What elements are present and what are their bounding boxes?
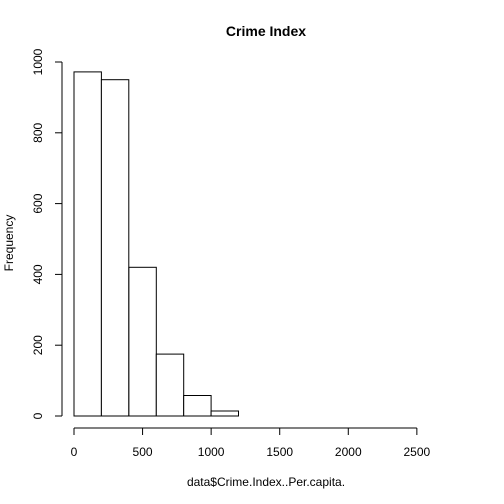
chart-title: Crime Index: [226, 23, 306, 39]
x-tick-label-0: 0: [71, 445, 78, 459]
histogram-bar-4: [183, 395, 212, 417]
x-tick-label-1: 500: [133, 445, 153, 459]
y-axis: 0 200 400 600 800 1000: [31, 48, 63, 419]
x-tick-label-5: 2500: [404, 445, 431, 459]
y-tick-label-1: 200: [31, 335, 45, 355]
y-tick-label-2: 400: [31, 264, 45, 284]
y-tick-label-3: 600: [31, 193, 45, 213]
x-axis: 0 500 1000 1500 2000 2500: [71, 427, 431, 459]
bars-group: [73, 71, 240, 417]
y-tick-label-5: 1000: [31, 48, 45, 75]
histogram-bar-2: [128, 266, 157, 417]
y-axis-label: Frequency: [2, 215, 16, 272]
x-tick-label-3: 1500: [266, 445, 293, 459]
y-tick-label-4: 800: [31, 122, 45, 142]
x-tick-label-2: 1000: [198, 445, 225, 459]
histogram-bar-5: [210, 410, 240, 417]
histogram-bar-0: [73, 71, 102, 417]
x-tick-label-4: 2000: [335, 445, 362, 459]
x-axis-label: data$Crime.Index..Per.capita.: [187, 475, 345, 489]
y-tick-label-0: 0: [31, 412, 45, 419]
histogram-bar-1: [100, 79, 130, 417]
histogram-bar-3: [155, 353, 185, 417]
